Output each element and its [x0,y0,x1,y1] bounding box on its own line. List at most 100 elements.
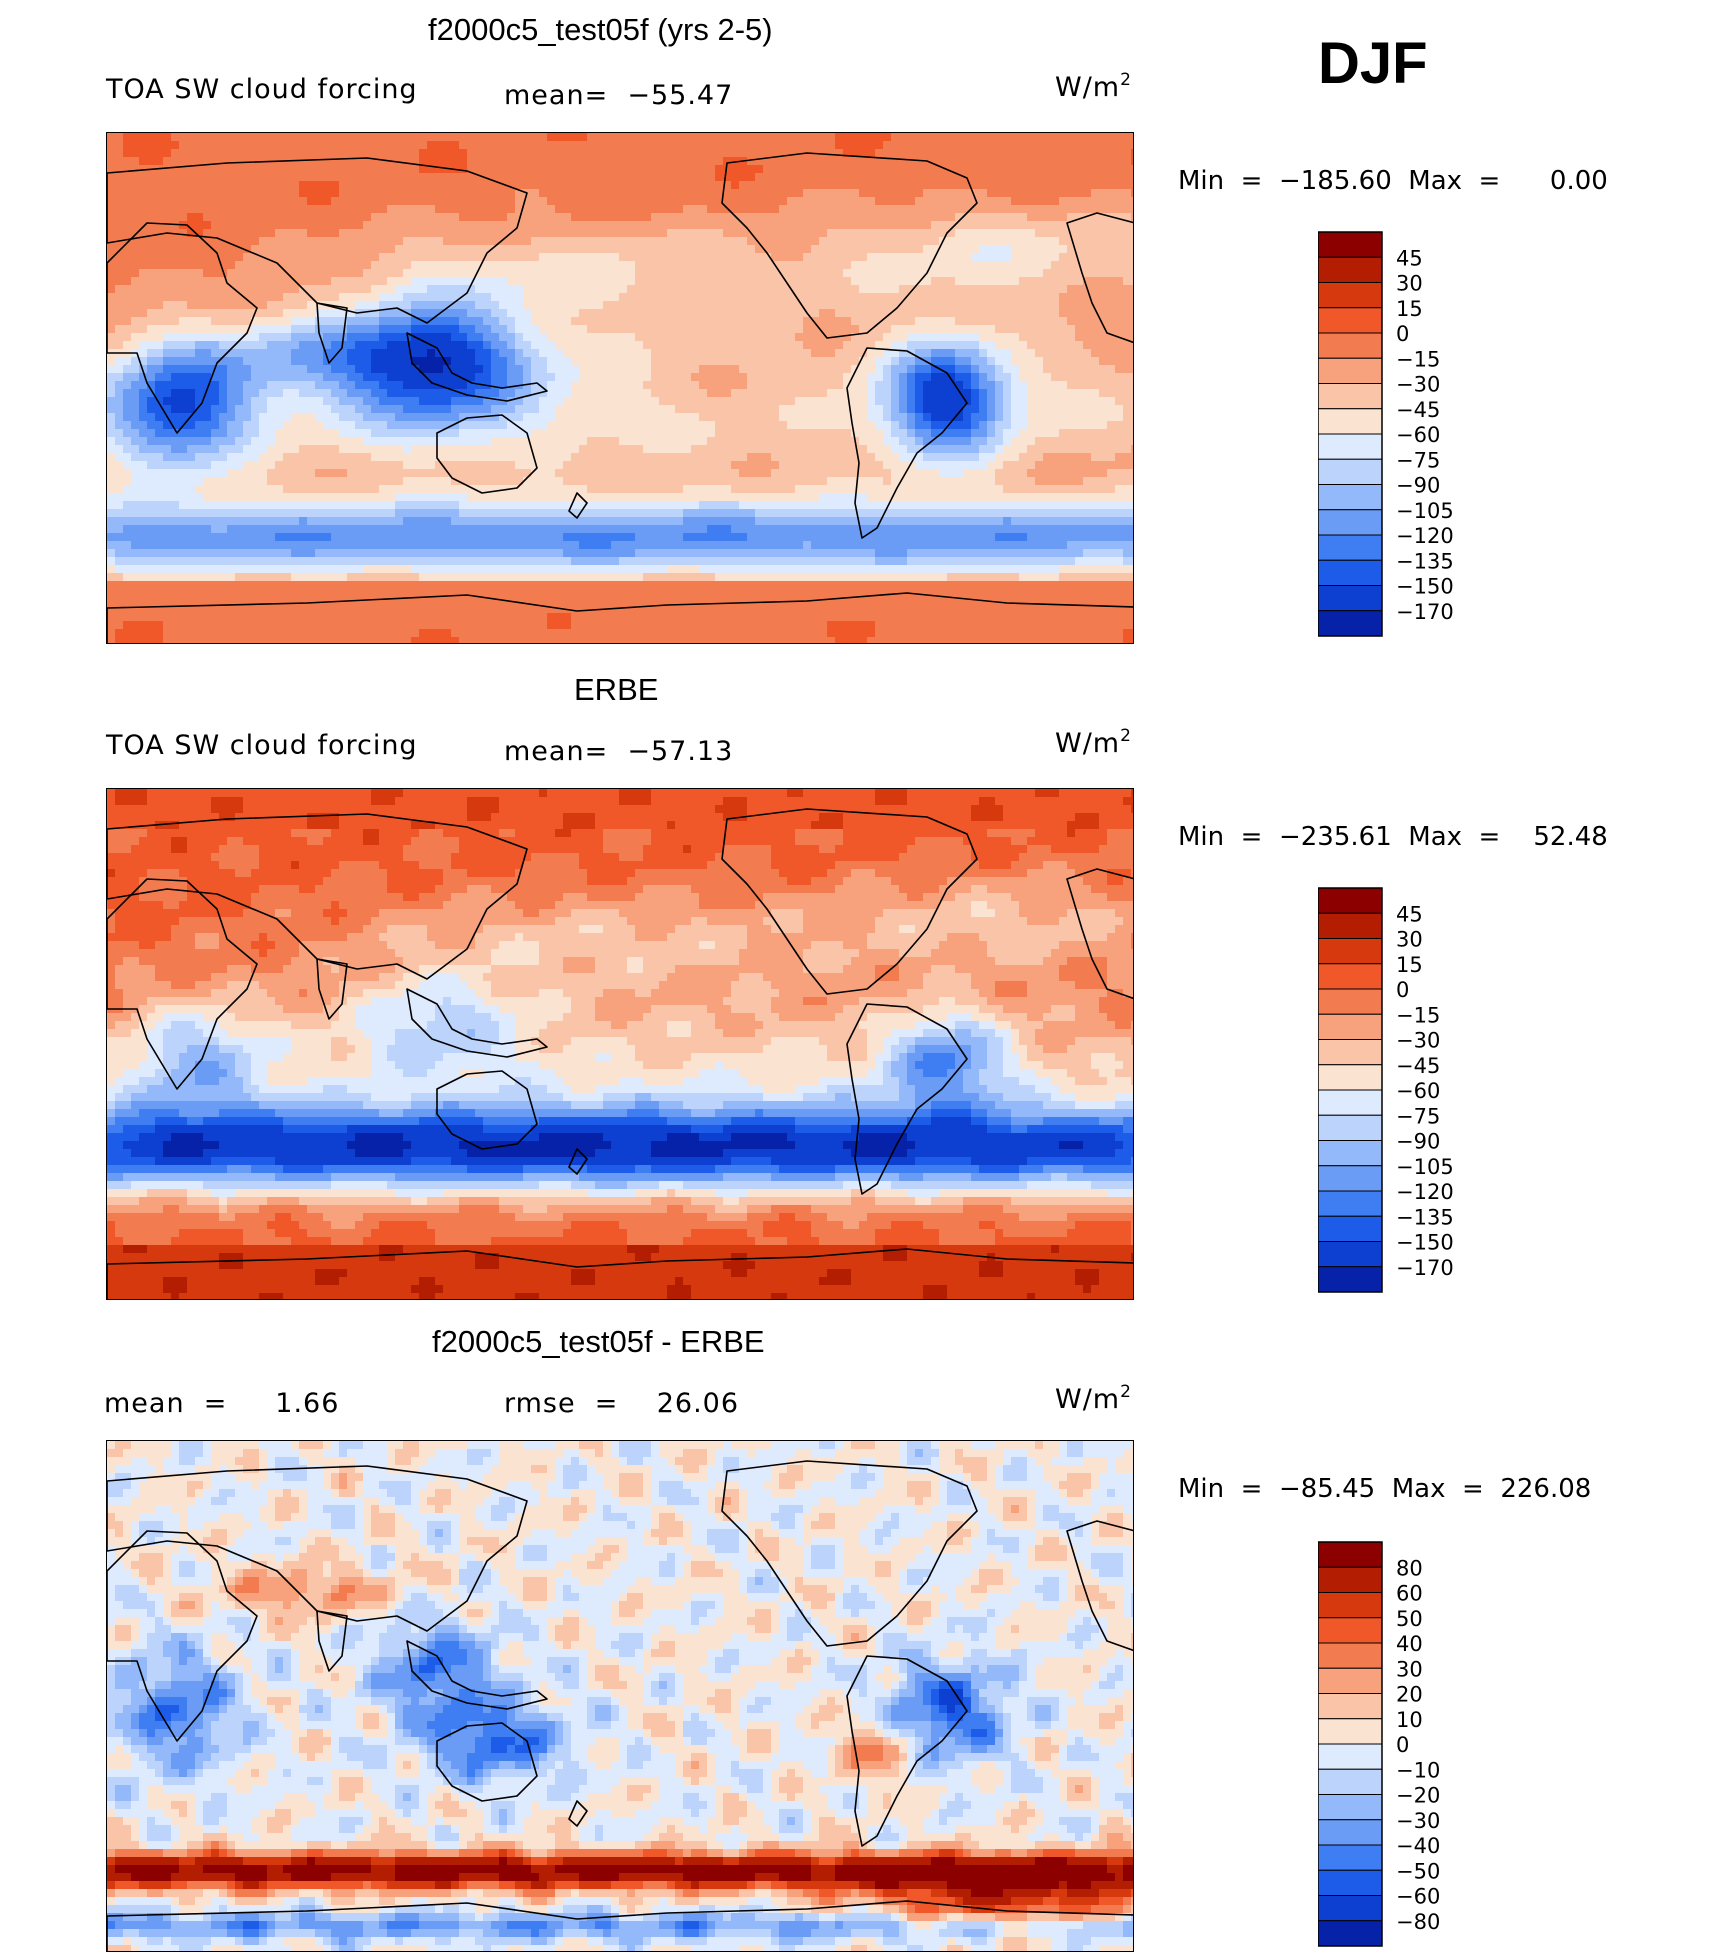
contour-cell [867,389,876,398]
contour-cell [715,349,724,358]
contour-cell [211,277,220,286]
contour-cell [187,405,196,414]
contour-cell [683,189,692,198]
contour-cell [219,173,228,182]
contour-cell [811,245,820,254]
contour-cell [299,253,308,262]
contour-cell [1019,253,1028,262]
contour-cell [275,381,284,390]
contour-cell [907,421,916,430]
contour-cell [1131,133,1133,142]
contour-cell [707,317,716,326]
contour-cell [1099,237,1108,246]
contour-cell [395,309,404,318]
contour-cell [491,381,500,390]
contour-cell [315,421,324,430]
contour-cell [1027,413,1036,422]
contour-cell [491,213,500,222]
contour-cell [1123,213,1132,222]
contour-cell [827,373,836,382]
contour-cell [147,173,156,182]
contour-cell [1067,301,1076,310]
contour-cell [1115,237,1124,246]
contour-cell [187,413,196,422]
contour-cell [267,213,276,222]
contour-cell [403,429,412,438]
contour-cell [107,245,116,254]
contour-cell [691,237,700,246]
contour-cell [955,157,964,166]
contour-cell [267,181,276,190]
contour-cell [315,413,324,422]
contour-cell [419,181,428,190]
contour-cell [603,189,612,198]
contour-cell [1027,133,1036,142]
contour-cell [611,293,620,302]
contour-cell [395,157,404,166]
contour-cell [1099,245,1108,254]
contour-cell [859,165,868,174]
contour-cell [1083,197,1092,206]
contour-cell [539,237,548,246]
contour-cell [659,349,668,358]
contour-cell [139,285,148,294]
contour-cell [1067,133,1076,142]
contour-cell [779,333,788,342]
contour-cell [795,157,804,166]
contour-cell [515,261,524,270]
contour-cell [339,421,348,430]
contour-cell [235,429,244,438]
contour-cell [203,317,212,326]
contour-cell [291,437,300,446]
contour-cell [859,301,868,310]
contour-cell [643,141,652,150]
contour-cell [739,197,748,206]
contour-cell [115,405,124,414]
contour-cell [723,173,732,182]
contour-cell [667,277,676,286]
contour-cell [371,317,380,326]
contour-cell [651,213,660,222]
contour-cell [899,141,908,150]
contour-cell [947,205,956,214]
contour-cell [211,237,220,246]
contour-cell [403,365,412,374]
contour-cell [219,429,228,438]
contour-cell [851,309,860,318]
contour-cell [987,237,996,246]
contour-cell [883,293,892,302]
contour-cell [667,317,676,326]
contour-cell [867,293,876,302]
contour-cell [1107,165,1116,174]
contour-cell [803,429,812,438]
contour-cell [595,285,604,294]
contour-cell [571,301,580,310]
contour-cell [491,165,500,174]
contour-cell [635,405,644,414]
contour-cell [1131,349,1133,358]
contour-cell [587,373,596,382]
contour-cell [139,245,148,254]
contour-cell [483,133,492,142]
contour-cell [939,181,948,190]
contour-cell [299,325,308,334]
contour-cell [1091,213,1100,222]
contour-cell [1123,317,1132,326]
contour-cell [883,325,892,334]
contour-cell [579,181,588,190]
contour-cell [971,221,980,230]
contour-cell [427,373,436,382]
contour-cell [907,285,916,294]
contour-cell [1091,429,1100,438]
contour-cell [859,213,868,222]
contour-cell [555,325,564,334]
contour-cell [1131,149,1133,158]
contour-cell [611,245,620,254]
contour-cell [379,301,388,310]
contour-cell [835,389,844,398]
contour-cell [171,277,180,286]
contour-cell [523,357,532,366]
contour-cell [483,373,492,382]
contour-cell [715,197,724,206]
contour-cell [771,357,780,366]
